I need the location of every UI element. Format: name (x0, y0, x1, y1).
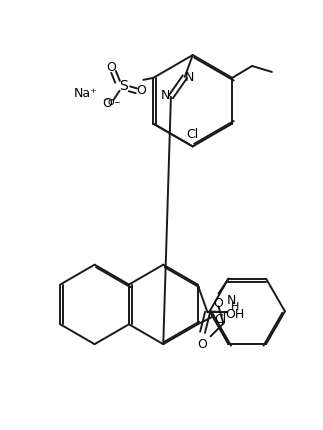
Text: O: O (103, 97, 113, 110)
Text: O: O (198, 338, 207, 350)
Text: O: O (214, 297, 224, 310)
Text: H: H (231, 302, 239, 313)
Text: OH: OH (225, 308, 245, 321)
Text: S: S (119, 79, 128, 93)
Text: Cl: Cl (187, 128, 199, 141)
Text: N: N (160, 89, 170, 102)
Text: N: N (227, 294, 236, 307)
Text: O: O (107, 61, 117, 74)
Text: Na⁺: Na⁺ (74, 87, 98, 100)
Text: ⁻o–: ⁻o– (102, 97, 121, 107)
Text: Cl: Cl (214, 313, 227, 326)
Text: O: O (136, 84, 146, 97)
Text: N: N (185, 71, 194, 84)
